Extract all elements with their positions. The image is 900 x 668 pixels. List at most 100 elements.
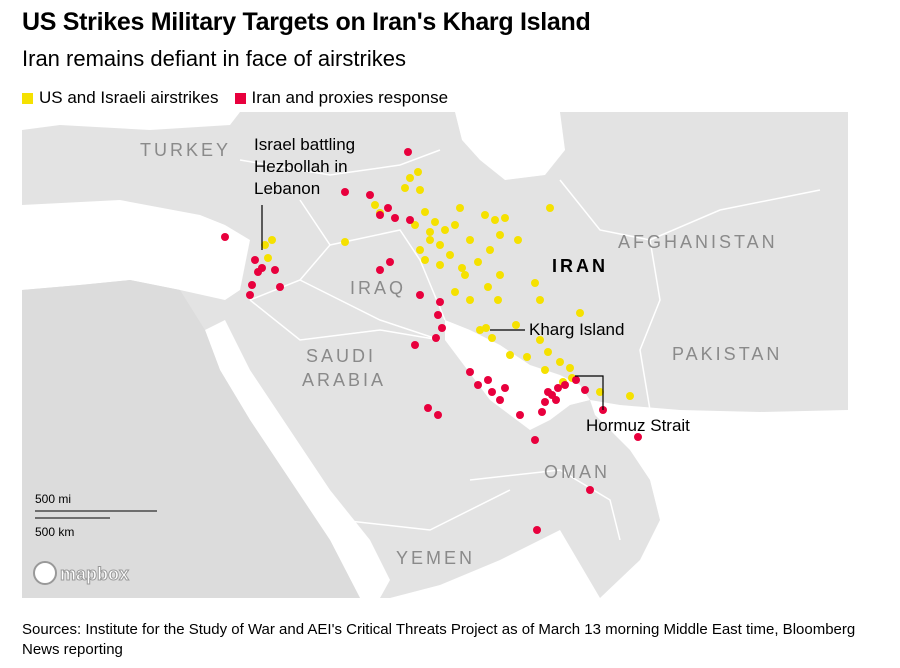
legend-label: US and Israeli airstrikes — [39, 88, 219, 107]
strike-point — [496, 231, 504, 239]
strike-point — [406, 174, 414, 182]
leader-lines — [261, 205, 604, 410]
legend-label: Iran and proxies response — [251, 88, 449, 107]
strike-point — [491, 216, 499, 224]
strike-point — [496, 271, 504, 279]
strike-point — [482, 324, 490, 332]
strike-point — [466, 368, 474, 376]
strike-point — [271, 266, 279, 274]
strike-point — [596, 388, 604, 396]
leader-line — [575, 375, 604, 410]
strike-point — [421, 256, 429, 264]
strike-point — [466, 236, 474, 244]
annotation: Israel battling — [254, 135, 355, 154]
strike-point — [586, 486, 594, 494]
strike-point — [531, 279, 539, 287]
strike-point — [541, 366, 549, 374]
strike-point — [371, 201, 379, 209]
strike-point — [484, 376, 492, 384]
strike-point — [268, 236, 276, 244]
strike-point — [441, 226, 449, 234]
country-label: PAKISTAN — [672, 344, 782, 364]
legend-item: Iran and proxies response — [234, 88, 449, 108]
strike-point — [248, 281, 256, 289]
strike-point — [552, 396, 560, 404]
strike-point — [501, 214, 509, 222]
strike-point — [544, 348, 552, 356]
strike-point — [458, 264, 466, 272]
strike-point — [572, 376, 580, 384]
strike-point — [421, 208, 429, 216]
strike-point — [496, 396, 504, 404]
strike-point — [411, 221, 419, 229]
strike-point — [541, 398, 549, 406]
country-label: TURKEY — [140, 140, 231, 160]
strike-point — [494, 296, 502, 304]
strike-point — [416, 291, 424, 299]
strike-point — [512, 321, 520, 329]
strike-point — [276, 283, 284, 291]
strike-point — [474, 381, 482, 389]
strike-point — [546, 204, 554, 212]
strike-point — [501, 384, 509, 392]
strike-point — [246, 291, 254, 299]
strike-point — [536, 296, 544, 304]
strike-point — [391, 214, 399, 222]
strike-point — [554, 384, 562, 392]
strike-point — [341, 188, 349, 196]
strike-point — [426, 236, 434, 244]
strike-point — [438, 324, 446, 332]
strike-point — [376, 266, 384, 274]
country-label: IRAQ — [350, 278, 406, 298]
strike-point — [436, 298, 444, 306]
strike-point — [474, 258, 482, 266]
strike-point — [416, 246, 424, 254]
strike-point — [634, 433, 642, 441]
strike-point — [251, 256, 259, 264]
strike-point — [533, 526, 541, 534]
strike-point — [461, 271, 469, 279]
strike-point — [221, 233, 229, 241]
strike-point — [506, 351, 514, 359]
points — [221, 148, 642, 534]
strike-point — [451, 288, 459, 296]
annotation: Hezbollah in — [254, 157, 348, 176]
strike-point — [576, 309, 584, 317]
strike-point — [484, 283, 492, 291]
country-label: OMAN — [544, 462, 610, 482]
strike-point — [566, 364, 574, 372]
strike-point — [434, 411, 442, 419]
strike-point — [424, 404, 432, 412]
scale-label: 500 km — [35, 525, 74, 539]
annotation: Lebanon — [254, 179, 320, 198]
source: Sources: Institute for the Study of War … — [22, 621, 856, 658]
legend-swatch — [234, 92, 246, 104]
country-label: IRAN — [552, 256, 608, 276]
strike-point — [481, 211, 489, 219]
strike-point — [446, 251, 454, 259]
country-label: YEMEN — [396, 548, 475, 568]
strike-point — [538, 408, 546, 416]
strike-point — [561, 381, 569, 389]
attribution: mapbox — [60, 564, 129, 584]
strike-point — [432, 334, 440, 342]
strike-point — [386, 258, 394, 266]
strike-point — [406, 216, 414, 224]
strike-point — [466, 296, 474, 304]
country-label: ARABIA — [302, 370, 386, 390]
legend-item: US and Israeli airstrikes — [22, 88, 219, 108]
strike-point — [401, 184, 409, 192]
strike-point — [404, 148, 412, 156]
strike-point — [626, 392, 634, 400]
strike-point — [261, 241, 269, 249]
strike-point — [436, 261, 444, 269]
strike-point — [488, 334, 496, 342]
strike-point — [384, 204, 392, 212]
strike-point — [536, 336, 544, 344]
annotation: Kharg Island — [529, 320, 624, 339]
strike-point — [411, 341, 419, 349]
strike-point — [486, 246, 494, 254]
strike-point — [556, 358, 564, 366]
strike-point — [456, 204, 464, 212]
